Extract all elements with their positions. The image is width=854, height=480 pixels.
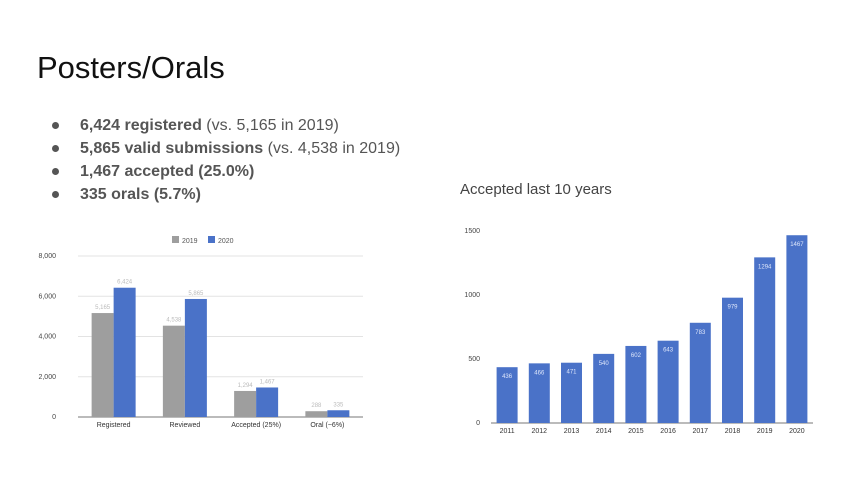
- bullet-dot-icon: [52, 122, 59, 129]
- bar: [305, 411, 328, 417]
- x-category-label: 2012: [532, 428, 548, 435]
- bullet-item: 1,467 accepted (25.0%): [52, 162, 400, 185]
- bar-value-label: 436: [502, 374, 513, 380]
- bar: [786, 235, 808, 423]
- accepted-chart-title: Accepted last 10 years: [460, 181, 612, 198]
- x-category-label: 2011: [500, 428, 515, 435]
- y-tick-label: 0: [52, 414, 56, 421]
- y-tick-label: 0: [476, 420, 480, 427]
- bar-value-label: 602: [631, 353, 642, 359]
- x-category-label: 2013: [564, 428, 580, 435]
- bullet-bold: 5,865 valid submissions: [80, 140, 264, 157]
- bar-value-label: 783: [695, 330, 706, 336]
- x-category-label: 2014: [596, 428, 612, 435]
- bar: [625, 345, 647, 423]
- y-tick-label: 1000: [464, 292, 480, 299]
- bullet-list: 6,424 registered (vs. 5,165 in 2019) 5,8…: [52, 116, 400, 208]
- bar: [327, 410, 350, 417]
- x-category-label: 2017: [693, 428, 709, 435]
- bar: [561, 362, 582, 423]
- bullet-item: 335 orals (5.7%): [52, 185, 400, 208]
- bar-value-label: 471: [566, 370, 577, 376]
- y-tick-label: 8,000: [38, 253, 56, 260]
- bar: [657, 340, 679, 423]
- x-category-label: Registered: [97, 422, 131, 429]
- bar-value-label: 1,467: [260, 379, 276, 385]
- bar-value-label: 5,165: [95, 305, 111, 311]
- bar: [113, 287, 136, 417]
- x-category-label: 2016: [660, 428, 676, 435]
- y-tick-label: 6,000: [38, 293, 56, 300]
- x-category-label: 2018: [725, 428, 741, 435]
- submissions-bar-chart: 2019 2020 0 2,000 4,000 6,000 8,000 5,165 6,424 R…: [38, 236, 363, 429]
- bar-value-label: 1,294: [238, 383, 254, 389]
- bar-value-label: 4,538: [166, 318, 182, 324]
- y-tick-label: 1500: [464, 228, 480, 235]
- bar: [184, 298, 207, 417]
- bar-value-label: 1294: [758, 264, 772, 270]
- bar-value-label: 466: [534, 370, 545, 376]
- bullet-bold: 6,424 registered: [80, 117, 202, 134]
- legend-label: 2020: [218, 238, 234, 245]
- x-category-label: Oral (~6%): [310, 422, 344, 429]
- x-category-label: 2019: [757, 428, 773, 435]
- bar: [496, 367, 518, 423]
- bullet-bold: 1,467 accepted (25.0%): [80, 163, 255, 180]
- bar-value-label: 5,865: [188, 291, 204, 297]
- bar: [722, 297, 743, 423]
- bar-value-label: 288: [311, 403, 322, 409]
- bar: [593, 353, 615, 423]
- bar: [689, 322, 711, 423]
- bar-value-label: 540: [599, 361, 610, 367]
- accepted-history-bar-chart: 0 500 1000 1500 436 2011 466 2012 471 2013 540 2014…: [464, 228, 813, 435]
- x-category-label: Accepted (25%): [231, 422, 281, 429]
- y-tick-label: 500: [468, 356, 480, 363]
- bar-value-label: 979: [727, 305, 738, 311]
- bullet-dot-icon: [52, 168, 59, 175]
- bar: [91, 313, 114, 417]
- bar-value-label: 6,424: [117, 280, 133, 286]
- x-category-label: Reviewed: [170, 422, 201, 429]
- bar-value-label: 1467: [790, 242, 804, 248]
- legend-label: 2019: [182, 238, 198, 245]
- legend-swatch: [172, 236, 179, 243]
- bullet-dot-icon: [52, 145, 59, 152]
- y-tick-label: 2,000: [38, 374, 56, 381]
- slide-title: Posters/Orals: [37, 50, 225, 85]
- bullet-bold: 335 orals (5.7%): [80, 186, 201, 203]
- bar-value-label: 335: [333, 402, 344, 408]
- bullet-dot-icon: [52, 191, 59, 198]
- bullet-item: 5,865 valid submissions (vs. 4,538 in 20…: [52, 139, 400, 162]
- bullet-rest: (vs. 5,165 in 2019): [201, 117, 339, 134]
- legend-swatch: [208, 236, 215, 243]
- y-tick-label: 4,000: [38, 334, 56, 341]
- bar: [528, 363, 550, 423]
- bar: [256, 387, 279, 417]
- x-category-label: 2015: [628, 428, 644, 435]
- x-category-label: 2020: [789, 428, 805, 435]
- bar: [754, 257, 776, 423]
- bullet-rest: (vs. 4,538 in 2019): [263, 140, 401, 157]
- bar: [234, 390, 257, 417]
- bar: [162, 325, 185, 417]
- bar-value-label: 643: [663, 348, 674, 354]
- bullet-item: 6,424 registered (vs. 5,165 in 2019): [52, 116, 400, 139]
